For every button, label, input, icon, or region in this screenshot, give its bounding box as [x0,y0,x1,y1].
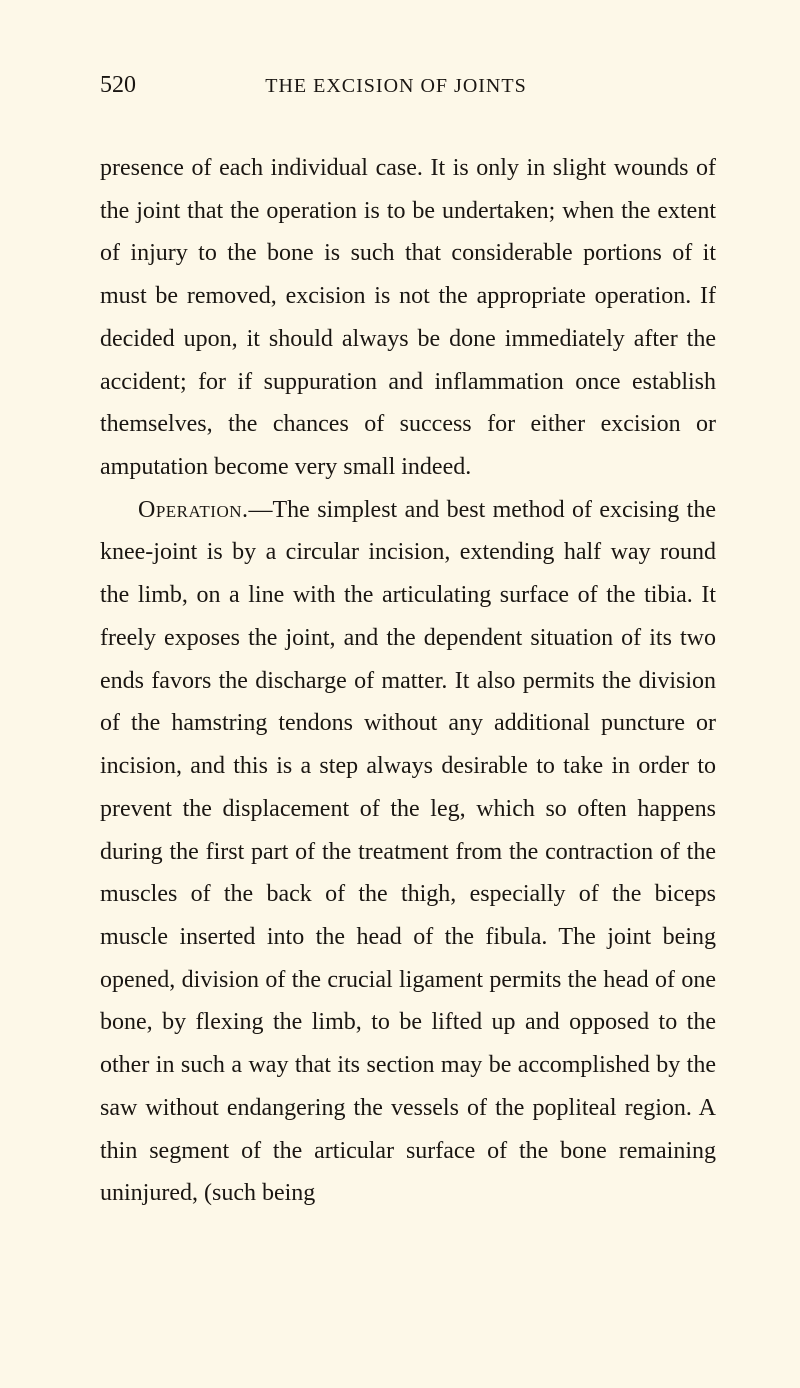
page-number: 520 [100,72,136,99]
document-page: 520 THE EXCISION OF JOINTS presence of e… [0,0,800,1275]
body-text: presence of each individual case. It is … [100,147,716,1215]
paragraph-2: Operation.—The simplest and best method … [100,489,716,1215]
paragraph-1: presence of each individual case. It is … [100,147,716,489]
page-header: 520 THE EXCISION OF JOINTS [100,72,716,99]
running-title: THE EXCISION OF JOINTS [136,75,656,98]
section-lead: Operation. [138,497,249,523]
paragraph-2-body: —The simplest and best method of ex­cisi… [100,497,716,1207]
